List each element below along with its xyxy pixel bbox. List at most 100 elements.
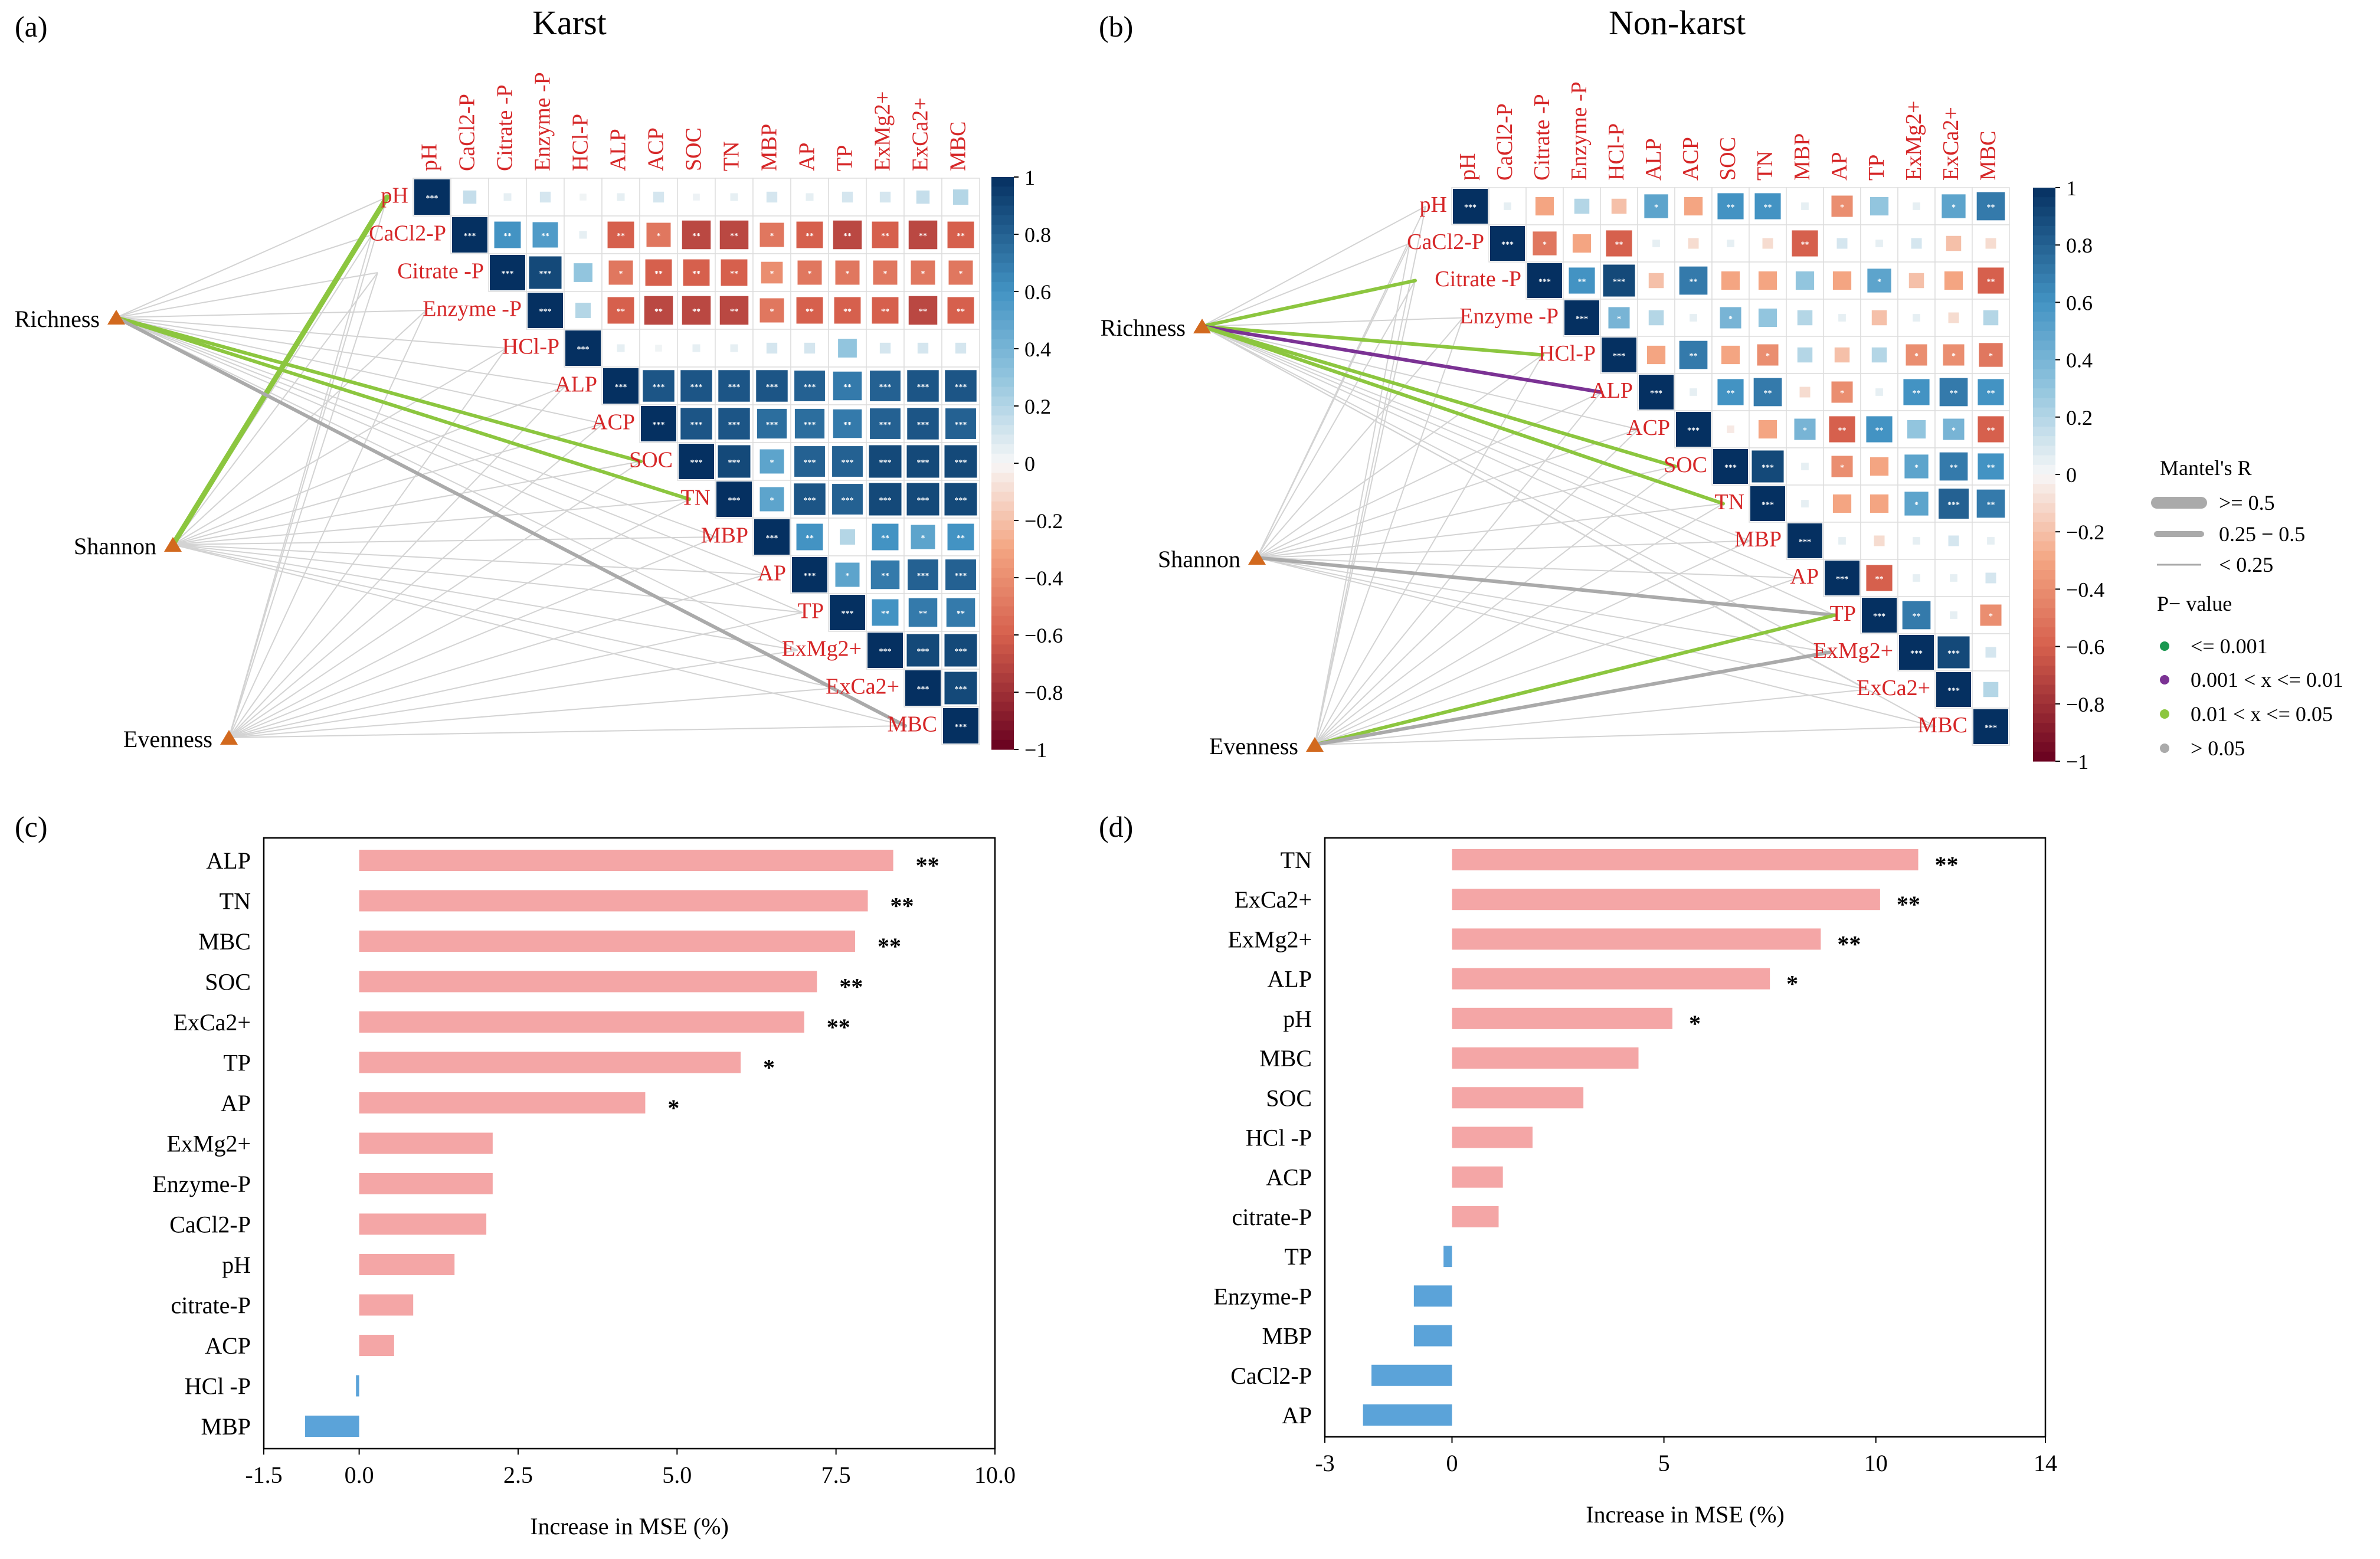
column-label: ACP	[1678, 137, 1703, 181]
cell-significance: **	[806, 307, 814, 316]
column-label: Enzyme -P	[531, 72, 555, 171]
colorbar-segment	[2033, 293, 2055, 303]
colorbar-segment	[2033, 331, 2055, 341]
cell-square	[1611, 198, 1627, 214]
colorbar-segment	[991, 587, 1014, 597]
mantel-link-highlighted	[1200, 325, 1725, 506]
mantel-link	[1314, 689, 1867, 745]
cell-square	[953, 189, 968, 205]
colorbar-segment	[2033, 656, 2055, 666]
colorbar-segment	[991, 739, 1014, 750]
significance-label: **	[827, 1014, 850, 1040]
colorbar-segment	[2033, 579, 2055, 589]
cell-square	[833, 371, 862, 401]
diversity-node-marker	[1193, 319, 1211, 333]
cell-square	[797, 260, 822, 285]
panel-c-letter: (c)	[15, 810, 48, 843]
cell-significance: ***	[879, 421, 892, 430]
mantel-link	[1256, 540, 1750, 558]
colorbar-segment	[991, 301, 1014, 311]
cell-square	[1831, 381, 1853, 403]
cell-significance: ***	[1650, 389, 1662, 398]
cell-square	[653, 191, 664, 203]
cell-significance: **	[1727, 389, 1735, 398]
cell-square	[1504, 202, 1511, 210]
cell-significance: ***	[917, 685, 929, 694]
mantel-link-highlighted	[1313, 650, 1831, 746]
column-label: ALP	[1641, 138, 1666, 181]
row-label: ACP	[591, 410, 635, 435]
mantel-link	[1256, 557, 1867, 690]
colorbar-segment	[2033, 512, 2055, 523]
x-tick-label: 14	[2034, 1450, 2057, 1476]
bar	[1452, 1166, 1503, 1188]
colorbar-segment	[2033, 235, 2055, 245]
cell-square	[1978, 416, 2004, 443]
colorbar-segment	[991, 205, 1014, 216]
colorbar-segment	[991, 272, 1014, 283]
cell-significance: ***	[917, 647, 929, 656]
mantel-link	[116, 317, 566, 387]
diversity-node-marker	[1248, 550, 1266, 565]
cell-significance: **	[957, 610, 965, 618]
diversity-node-label: Shannon	[1158, 546, 1240, 572]
category-label: ExCa2+	[1235, 886, 1312, 913]
mantel-link	[1314, 726, 1936, 745]
cell-significance: **	[730, 307, 738, 316]
cell-square	[947, 221, 974, 248]
cell-significance: **	[692, 270, 700, 279]
cell-square	[1679, 266, 1708, 295]
bar	[359, 1213, 487, 1235]
colorbar-segment	[991, 463, 1014, 473]
cell-square	[1943, 344, 1965, 366]
bar	[359, 1254, 455, 1275]
cell-significance: ***	[539, 307, 552, 316]
cell-square	[1979, 343, 2003, 367]
cell-significance: *	[1617, 315, 1621, 324]
cell-square	[1720, 307, 1741, 329]
cell-square	[1758, 271, 1777, 290]
column-label: TN	[719, 141, 744, 171]
colorbar-nonkarst: 1 0.8 0.6 0.4 0.2 0 −0.2 −0.4 −0.6 −0.8 −1	[2033, 176, 2104, 774]
bar	[359, 971, 817, 993]
mantel-link	[228, 234, 372, 738]
category-label: AP	[1282, 1402, 1312, 1429]
diversity-node-marker	[220, 730, 238, 745]
category-label: TN	[220, 888, 251, 915]
cell-square	[1913, 202, 1920, 210]
colorbar-segment	[2033, 503, 2055, 513]
cell-significance: **	[881, 610, 889, 618]
cell-square	[1758, 420, 1777, 439]
cell-square	[1978, 453, 2004, 480]
cell-square	[1978, 379, 2004, 405]
cell-significance: ***	[653, 383, 665, 392]
mantel-link	[172, 385, 566, 545]
mantel-link	[1256, 503, 1724, 558]
category-label: pH	[222, 1252, 251, 1278]
cell-significance: *	[1877, 278, 1881, 287]
cell-significance: ***	[766, 421, 778, 430]
cell-square	[945, 370, 977, 402]
column-label: pH	[1455, 153, 1480, 181]
colorbar-tick-label: −0.2	[1024, 509, 1063, 533]
x-tick-label: 10	[1864, 1450, 1888, 1476]
column-label: CaCl2-P	[455, 94, 480, 171]
colorbar-segment	[991, 215, 1014, 225]
colorbar-segment	[991, 368, 1014, 378]
cell-significance: *	[921, 270, 925, 279]
mantel-link	[228, 612, 803, 738]
cell-significance: ***	[1910, 650, 1923, 659]
mantel-link-highlighted	[1255, 556, 1836, 617]
bar	[359, 1335, 394, 1356]
colorbar-segment	[991, 320, 1014, 330]
mantel-link	[228, 461, 641, 738]
colorbar-segment	[2033, 551, 2055, 561]
cell-square	[718, 370, 750, 402]
bar	[1452, 1007, 1672, 1029]
colorbar-segment	[991, 177, 1014, 187]
colorbar-segment	[2033, 666, 2055, 676]
cell-square	[1569, 267, 1595, 294]
cell-significance: *	[1914, 464, 1919, 473]
category-label: citrate-P	[1232, 1204, 1312, 1230]
cell-square	[1644, 194, 1668, 218]
